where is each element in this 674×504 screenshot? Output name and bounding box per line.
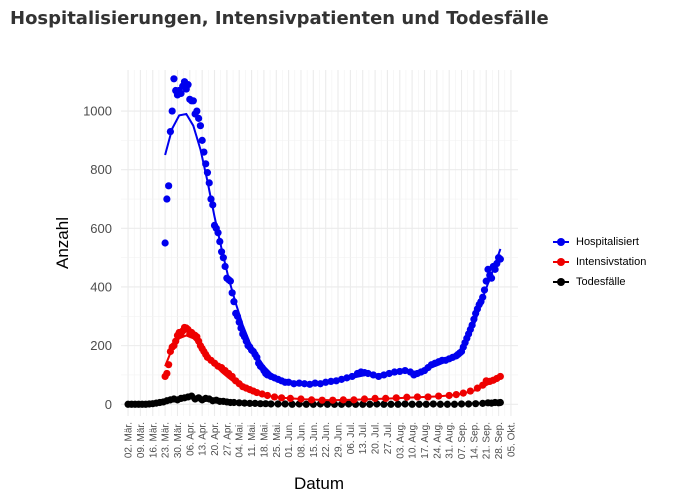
x-tick-label: 11. Mai. <box>247 422 258 457</box>
data-point <box>195 114 203 122</box>
x-tick-label: 14. Sep. <box>469 422 480 459</box>
trend-line <box>128 397 501 406</box>
y-axis-label: Anzahl <box>53 217 72 269</box>
x-tick-label: 21. Sep. <box>482 422 493 459</box>
x-tick-label: 16. Mär. <box>148 422 159 458</box>
series-layer <box>124 75 504 408</box>
x-tick-label: 30. Mär. <box>173 422 184 458</box>
x-tick-label: 20. Jul. <box>371 422 382 454</box>
x-tick-label: 25. Mai. <box>272 422 283 458</box>
x-tick-label: 02. Mär. <box>124 422 135 458</box>
grid <box>121 70 518 416</box>
x-tick-label: 01. Jun. <box>284 422 295 458</box>
data-point <box>163 369 171 378</box>
legend-key <box>552 232 570 252</box>
data-point <box>193 107 201 115</box>
x-tick-label: 24. Aug. <box>432 422 443 459</box>
x-tick-label: 10. Aug. <box>408 422 419 459</box>
x-tick-label: 27. Jul. <box>383 422 394 454</box>
x-tick-label: 31. Aug. <box>445 422 456 459</box>
data-point <box>177 89 185 98</box>
x-tick-label: 15. Jun. <box>309 422 320 458</box>
trend-line <box>164 112 502 385</box>
x-tick-label: 18. Mai. <box>259 422 270 458</box>
y-axis-ticks: 0 200 400 600 800 1000 <box>83 104 112 412</box>
x-tick-label: 07. Sep. <box>457 422 468 459</box>
legend-item: Intensivstation <box>552 252 646 272</box>
x-tick-label: 08. Jun. <box>296 422 307 458</box>
x-axis-label: Datum <box>294 474 344 493</box>
series-group <box>124 392 504 408</box>
data-point <box>170 75 178 83</box>
legend-key <box>552 272 570 292</box>
data-point <box>198 136 206 144</box>
data-point <box>165 182 173 190</box>
x-tick-label: 22. Jun. <box>321 422 332 458</box>
legend-item: Hospitalisiert <box>552 232 646 252</box>
data-point <box>168 107 176 115</box>
series-group <box>161 75 504 388</box>
x-tick-label: 04. Mai. <box>235 422 246 458</box>
legend-label: Hospitalisiert <box>576 236 639 248</box>
data-point <box>189 97 197 105</box>
x-tick-label: 17. Aug. <box>420 422 431 459</box>
y-tick-label: 1000 <box>83 104 112 119</box>
data-point <box>163 195 171 203</box>
series-group <box>161 323 504 404</box>
data-point <box>496 255 504 263</box>
data-point <box>161 239 169 247</box>
x-tick-label: 09. Mär. <box>136 422 147 458</box>
data-point <box>184 81 192 89</box>
legend: Hospitalisiert Intensivstation Todesfälle <box>552 232 646 292</box>
x-tick-label: 23. Mär. <box>161 422 172 458</box>
x-tick-label: 13. Jul. <box>358 422 369 454</box>
x-tick-label: 03. Aug. <box>395 422 406 459</box>
data-point <box>196 122 204 130</box>
legend-label: Todesfälle <box>576 276 626 288</box>
x-axis-ticks: 02. Mär. 09. Mär. 16. Mär. 23. Mär. 30. Mär.… <box>124 422 518 459</box>
x-tick-label: 20. Apr. <box>210 422 221 456</box>
chart-title: Hospitalisierungen, Intensivpatienten un… <box>10 8 549 29</box>
data-point <box>484 265 492 273</box>
y-tick-label: 400 <box>90 279 112 294</box>
x-tick-label: 06. Jul. <box>346 422 357 454</box>
x-tick-label: 28. Sep. <box>494 422 505 459</box>
x-tick-label: 13. Apr. <box>198 422 209 456</box>
x-tick-label: 27. Apr. <box>222 422 233 456</box>
x-tick-label: 06. Apr. <box>185 422 196 456</box>
y-tick-label: 0 <box>105 397 112 412</box>
legend-item: Todesfälle <box>552 272 646 292</box>
x-tick-label: 29. Jun. <box>334 422 345 458</box>
trend-line <box>164 334 501 402</box>
legend-key <box>552 252 570 272</box>
y-tick-label: 800 <box>90 162 112 177</box>
x-tick-label: 05. Okt. <box>506 422 517 457</box>
y-tick-label: 600 <box>90 221 112 236</box>
y-tick-label: 200 <box>90 338 112 353</box>
legend-label: Intensivstation <box>576 256 647 268</box>
